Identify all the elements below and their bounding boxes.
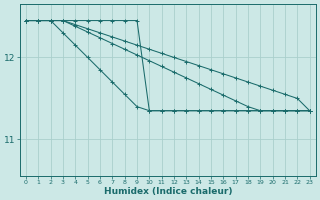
X-axis label: Humidex (Indice chaleur): Humidex (Indice chaleur): [104, 187, 232, 196]
